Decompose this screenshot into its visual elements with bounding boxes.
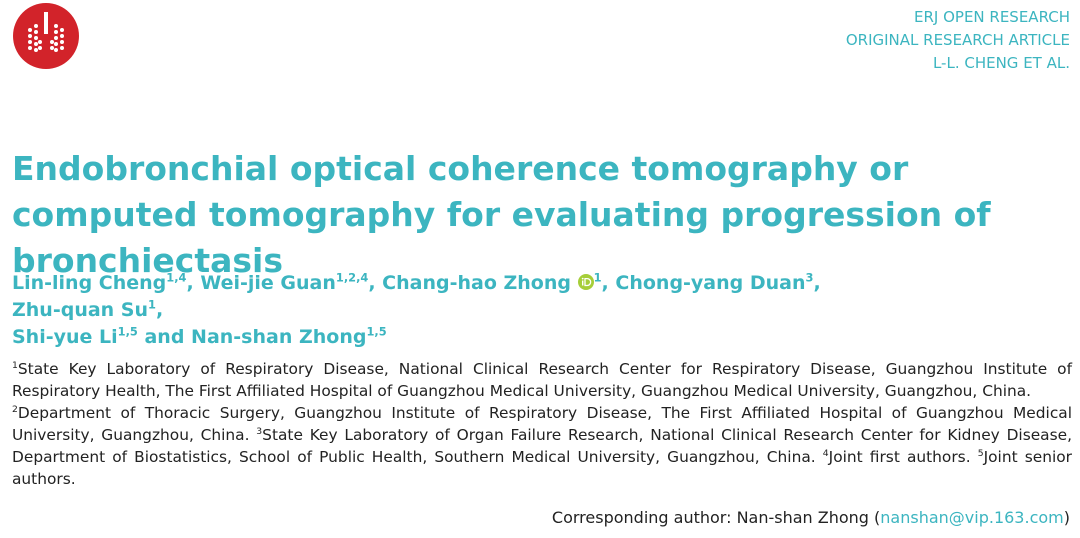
author-name: Zhu-quan Su bbox=[12, 299, 149, 321]
affiliation-text: Joint senior authors. bbox=[12, 448, 1072, 488]
author-affiliation: 1 bbox=[593, 270, 602, 285]
author-affiliation: 1 bbox=[148, 297, 156, 312]
article-type: ORIGINAL RESEARCH ARTICLE bbox=[845, 31, 1070, 49]
email-link[interactable]: nanshan@vip.163.com bbox=[880, 508, 1064, 527]
author-separator: , bbox=[813, 272, 821, 294]
author-affiliation: 1,5 bbox=[117, 324, 138, 339]
author-name: Chong-yang Duan bbox=[615, 272, 806, 294]
affiliation-number: 3 bbox=[256, 425, 263, 437]
affiliation-text: Joint first authors. bbox=[828, 448, 971, 466]
journal-name: ERJ OPEN RESEARCH bbox=[914, 8, 1070, 26]
affiliation-number: 4 bbox=[822, 447, 829, 459]
author: Shi-yue Li1,5 bbox=[12, 326, 138, 348]
author-list: Lin-ling Cheng1,4, Wei-jie Guan1,2,4, Ch… bbox=[12, 270, 942, 351]
author: Lin-ling Cheng1,4, bbox=[12, 272, 194, 294]
affiliation-text: State Key Laboratory of Respiratory Dise… bbox=[12, 360, 1072, 400]
author: Wei-jie Guan1,2,4, bbox=[200, 272, 375, 294]
author: Zhu-quan Su1, bbox=[12, 299, 163, 321]
author-name: Lin-ling Cheng bbox=[12, 272, 167, 294]
affiliation-text: Department of Thoracic Surgery, Guangzho… bbox=[12, 404, 1072, 444]
author-affiliation: 1,2,4 bbox=[335, 270, 369, 285]
author: Chong-yang Duan3, bbox=[615, 272, 820, 294]
running-author: L-L. CHENG ET AL. bbox=[932, 54, 1070, 72]
author-conjunction: and bbox=[144, 326, 185, 348]
affiliation-number: 5 bbox=[977, 447, 984, 459]
author-affiliation: 1,4 bbox=[166, 270, 187, 285]
author-name: Wei-jie Guan bbox=[200, 272, 336, 294]
author-name: Shi-yue Li bbox=[12, 326, 118, 348]
correspondence: Corresponding author: Nan-shan Zhong (na… bbox=[552, 508, 1070, 527]
correspondence-suffix: ) bbox=[1063, 508, 1070, 527]
running-header: ERJ OPEN RESEARCH ORIGINAL RESEARCH ARTI… bbox=[846, 6, 1070, 75]
author-affiliation: 3 bbox=[805, 270, 814, 285]
orcid-icon[interactable] bbox=[577, 274, 594, 290]
affiliations: 1State Key Laboratory of Respiratory Dis… bbox=[12, 358, 1072, 490]
author-separator: , bbox=[601, 272, 609, 294]
affiliation-number: 2 bbox=[12, 403, 18, 415]
author: and Nan-shan Zhong1,5 bbox=[144, 326, 386, 348]
author-separator: , bbox=[155, 299, 164, 321]
article-title: Endobronchial optical coherence tomograp… bbox=[12, 149, 991, 280]
affiliation-number: 1 bbox=[12, 359, 18, 371]
author-separator: , bbox=[368, 272, 376, 294]
author-name: Nan-shan Zhong bbox=[191, 326, 367, 348]
author-affiliation: 1,5 bbox=[366, 324, 387, 339]
author-name: Chang-hao Zhong bbox=[382, 272, 571, 294]
affiliation-text: State Key Laboratory of Organ Failure Re… bbox=[12, 426, 1072, 466]
author-separator: , bbox=[186, 272, 194, 294]
correspondence-label: Corresponding author: Nan-shan Zhong ( bbox=[551, 508, 881, 527]
author: Chang-hao Zhong 1, bbox=[382, 272, 609, 294]
journal-logo bbox=[13, 3, 79, 69]
